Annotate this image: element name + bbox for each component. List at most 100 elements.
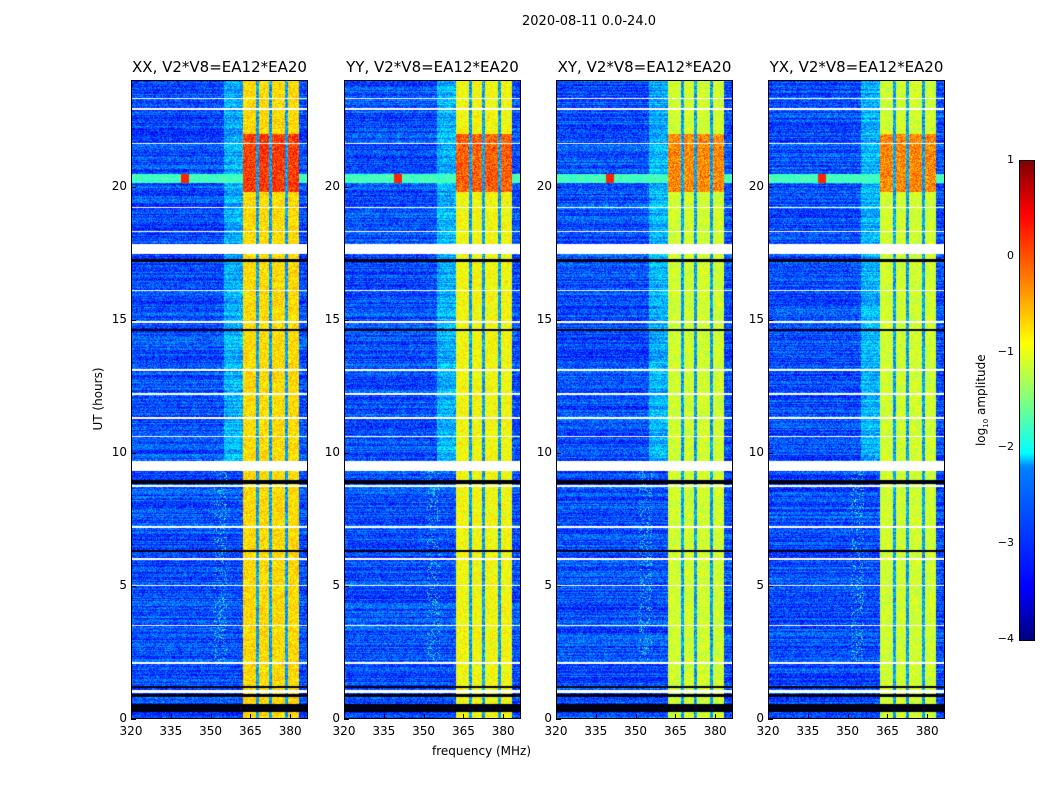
x-tick-label: 320 xyxy=(119,724,143,738)
y-tick-label: 5 xyxy=(332,577,340,592)
x-tick-mark xyxy=(556,714,557,719)
y-tick-label: 15 xyxy=(324,311,340,326)
y-tick-mark xyxy=(131,186,136,188)
x-tick-mark xyxy=(675,714,677,719)
y-tick-mark xyxy=(344,452,349,454)
heatmap-cells xyxy=(556,80,733,719)
x-tick-mark xyxy=(383,714,385,719)
x-tick-mark xyxy=(131,714,132,719)
heatmap-cells xyxy=(768,80,945,719)
x-tick-mark xyxy=(887,714,889,719)
x-tick-mark xyxy=(807,714,809,719)
panel-title: YY, V2*V8=EA12*EA20 xyxy=(346,58,519,76)
x-tick-mark xyxy=(635,714,637,719)
y-axis-label: UT (hours) xyxy=(91,367,105,431)
y-tick-label: 15 xyxy=(111,311,127,326)
spectrogram-panel xyxy=(556,80,733,719)
y-tick-label: 20 xyxy=(536,178,552,193)
x-tick-label: 365 xyxy=(238,724,262,738)
y-tick-label: 10 xyxy=(111,444,127,459)
colorbar-tick-label: −3 xyxy=(997,536,1014,550)
axes-frame xyxy=(344,80,521,719)
x-tick-label: 335 xyxy=(796,724,820,738)
x-tick-label: 350 xyxy=(412,724,436,738)
colorbar-tick-label: −2 xyxy=(997,440,1014,454)
axes-frame xyxy=(768,80,945,719)
y-tick-mark xyxy=(131,719,136,720)
x-tick-label: 365 xyxy=(451,724,475,738)
colorbar-tick-label: −1 xyxy=(997,344,1014,358)
y-tick-mark xyxy=(131,585,136,587)
x-tick-label: 335 xyxy=(584,724,608,738)
y-tick-mark xyxy=(131,319,136,321)
y-tick-mark xyxy=(344,585,349,587)
panel-title: XX, V2*V8=EA12*EA20 xyxy=(132,58,307,76)
x-tick-label: 380 xyxy=(278,724,302,738)
x-tick-label: 365 xyxy=(875,724,899,738)
x-tick-mark xyxy=(768,714,769,719)
spectrogram-panel xyxy=(344,80,521,719)
y-tick-mark xyxy=(556,319,561,321)
y-tick-label: 20 xyxy=(111,178,127,193)
colorbar-tick-label: −4 xyxy=(997,632,1014,645)
x-tick-mark xyxy=(290,714,292,719)
y-tick-label: 10 xyxy=(324,444,340,459)
x-tick-mark xyxy=(210,714,212,719)
x-tick-label: 380 xyxy=(703,724,727,738)
y-tick-label: 10 xyxy=(748,444,764,459)
y-tick-mark xyxy=(344,319,349,321)
x-tick-label: 365 xyxy=(663,724,687,738)
y-tick-mark xyxy=(556,452,561,454)
y-tick-label: 0 xyxy=(544,711,552,725)
x-tick-mark xyxy=(927,714,929,719)
x-tick-label: 350 xyxy=(624,724,648,738)
x-tick-label: 380 xyxy=(915,724,939,738)
y-tick-label: 20 xyxy=(748,178,764,193)
x-tick-mark xyxy=(250,714,252,719)
panel-title: XY, V2*V8=EA12*EA20 xyxy=(557,58,732,76)
y-tick-label: 20 xyxy=(324,178,340,193)
y-tick-mark xyxy=(131,452,136,454)
y-tick-label: 0 xyxy=(756,711,764,725)
colorbar xyxy=(1019,160,1035,641)
x-tick-label: 320 xyxy=(544,724,568,738)
y-tick-label: 5 xyxy=(544,577,552,592)
y-tick-label: 15 xyxy=(748,311,764,326)
x-tick-label: 380 xyxy=(491,724,515,738)
x-tick-label: 335 xyxy=(372,724,396,738)
y-tick-mark xyxy=(556,186,561,188)
x-axis-label: frequency (MHz) xyxy=(432,744,532,758)
x-tick-label: 350 xyxy=(836,724,860,738)
x-tick-mark xyxy=(463,714,465,719)
y-tick-mark xyxy=(556,585,561,587)
spectrogram-panel xyxy=(131,80,308,719)
colorbar-tick-label: 0 xyxy=(1007,248,1014,262)
y-tick-mark xyxy=(768,585,773,587)
x-tick-mark xyxy=(847,714,849,719)
heatmap-cells xyxy=(131,80,308,719)
x-tick-mark xyxy=(170,714,172,719)
x-tick-label: 320 xyxy=(756,724,780,738)
colorbar-label: log10 amplitude xyxy=(973,354,991,447)
figure-title: 2020-08-11 0.0-24.0 xyxy=(522,14,656,29)
panel-title: YX, V2*V8=EA12*EA20 xyxy=(769,58,944,76)
colorbar-tick-label: 1 xyxy=(1007,153,1014,166)
x-tick-mark xyxy=(715,714,717,719)
y-tick-label: 5 xyxy=(756,577,764,592)
y-tick-label: 5 xyxy=(119,577,127,592)
axes-frame xyxy=(131,80,308,719)
heatmap-cells xyxy=(344,80,521,719)
x-tick-label: 335 xyxy=(159,724,183,738)
x-tick-label: 320 xyxy=(332,724,356,738)
y-tick-mark xyxy=(344,719,349,720)
spectrogram-panel xyxy=(768,80,945,719)
y-tick-mark xyxy=(344,186,349,188)
y-tick-mark xyxy=(768,186,773,188)
y-tick-mark xyxy=(768,719,773,720)
y-tick-mark xyxy=(768,319,773,321)
x-tick-mark xyxy=(595,714,597,719)
x-tick-mark xyxy=(503,714,505,719)
y-tick-mark xyxy=(768,452,773,454)
y-tick-mark xyxy=(556,719,561,720)
